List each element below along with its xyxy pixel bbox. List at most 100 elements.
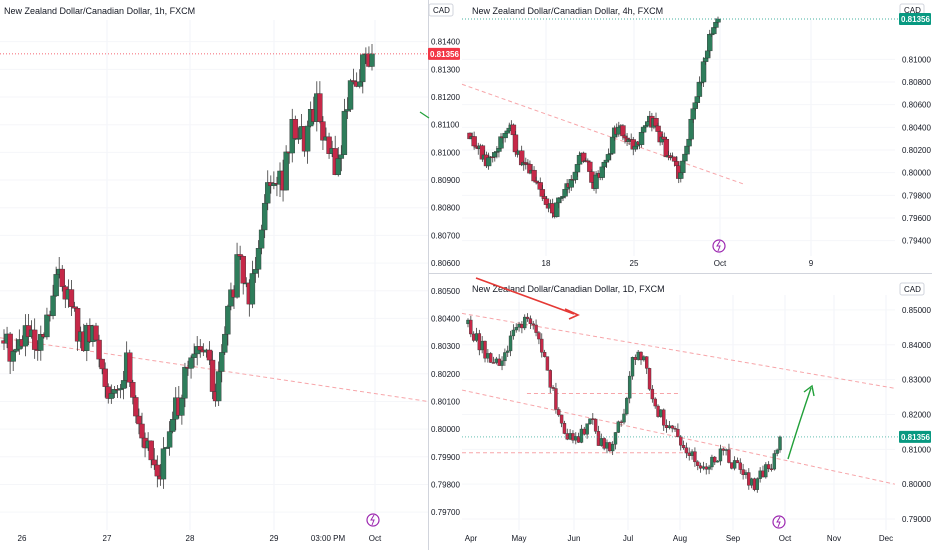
candle-body [234, 254, 240, 298]
x-tick-label: Nov [827, 534, 841, 543]
candle-body [769, 468, 774, 470]
candle-body [360, 54, 366, 83]
candle-body [557, 409, 561, 416]
currency-label: CAD [433, 6, 450, 15]
y-tick-label: 0.79800 [902, 191, 931, 200]
candle-body [188, 357, 194, 369]
x-tick-label: Jul [623, 534, 633, 543]
x-tick-label: Oct [369, 534, 382, 543]
candle-body [514, 327, 518, 331]
candle-body [534, 324, 538, 333]
candle-body [71, 306, 78, 309]
candle-body [338, 154, 345, 159]
candle-body [511, 329, 516, 337]
candle-body [608, 442, 612, 452]
candle-body [320, 121, 326, 141]
y-tick-label: 0.81200 [431, 93, 460, 102]
candle-body [749, 478, 754, 486]
candle-body [766, 464, 771, 469]
candle-body [761, 470, 765, 478]
candle-body [347, 80, 354, 110]
currency-label: CAD [904, 285, 921, 294]
candle-body [469, 319, 473, 335]
lightning-bolt-icon [370, 514, 375, 526]
candle-body [215, 371, 222, 402]
candle-body [120, 380, 127, 389]
candle-body [240, 256, 246, 284]
x-tick-label: 27 [103, 534, 112, 543]
candle-body [602, 438, 606, 449]
candle-body [494, 358, 499, 363]
candle-body [295, 138, 302, 140]
candle-body [483, 340, 487, 359]
candle-body [500, 360, 504, 366]
candle-body [127, 352, 133, 383]
candle-body [545, 356, 550, 371]
candle-body [662, 409, 666, 426]
candle-body [682, 153, 688, 162]
candle-body [540, 338, 544, 353]
candle-body [710, 456, 714, 468]
candle-body [687, 452, 691, 456]
red-arrow-line [475, 277, 575, 315]
candle-body [591, 418, 595, 420]
candle-body [160, 448, 167, 480]
candle-body [752, 478, 757, 490]
candle-body [50, 295, 56, 316]
event-icon-1h[interactable] [366, 513, 380, 527]
candle-body [182, 366, 188, 399]
y-tick-label: 0.81100 [431, 121, 460, 130]
y-tick-label: 0.80800 [431, 204, 460, 213]
y-tick-label: 0.81300 [431, 65, 460, 74]
trendline [0, 337, 429, 402]
y-tick-label: 0.80900 [431, 176, 460, 185]
candle-body [130, 382, 136, 398]
candle-body [764, 464, 768, 478]
candle-body [136, 415, 142, 425]
trendline [461, 83, 744, 185]
x-tick-label: 03:00 PM [311, 534, 346, 543]
last-price-label: 0.81356 [430, 50, 459, 59]
candle-body [261, 202, 268, 231]
y-tick-label: 0.79400 [902, 237, 931, 246]
candle-body [627, 375, 632, 399]
y-tick-label: 0.81000 [431, 148, 460, 157]
event-icon-1d[interactable] [772, 515, 786, 529]
candle-body [704, 466, 708, 470]
candle-body [613, 432, 618, 445]
lightning-icon [772, 515, 786, 529]
y-tick-label: 0.80600 [431, 259, 460, 268]
candle-body [755, 478, 760, 490]
candle-body [255, 247, 262, 270]
candle-body [690, 451, 694, 456]
candle-body [738, 462, 742, 470]
candle-body [219, 352, 225, 372]
candle-body [528, 318, 533, 324]
x-tick-label: Sep [726, 534, 741, 543]
candle-body [696, 461, 700, 466]
candle-body [99, 358, 105, 370]
y-tick-label: 0.80000 [902, 480, 931, 489]
y-tick-label: 0.80400 [431, 314, 460, 323]
candle-body [599, 438, 604, 446]
candle-body [642, 356, 646, 361]
y-tick-label: 0.80200 [431, 370, 460, 379]
candle-body [741, 469, 745, 475]
candle-body [53, 274, 59, 297]
y-tick-label: 0.81400 [431, 38, 460, 47]
event-icon-4h[interactable] [712, 239, 726, 253]
y-tick-label: 0.82000 [902, 410, 931, 419]
x-tick-label: 28 [186, 534, 195, 543]
candle-body [684, 447, 689, 454]
candle-body [148, 440, 154, 461]
x-tick-label: 29 [270, 534, 279, 543]
y-tick-label: 0.80600 [902, 101, 931, 110]
x-tick-label: 18 [542, 259, 551, 268]
candle-body [111, 389, 118, 394]
x-tick-label: 25 [630, 259, 639, 268]
candle-body [664, 425, 669, 428]
candle-body [610, 444, 615, 452]
candle-body [619, 421, 623, 423]
trendline [461, 389, 896, 485]
last-price-badge [428, 47, 460, 60]
